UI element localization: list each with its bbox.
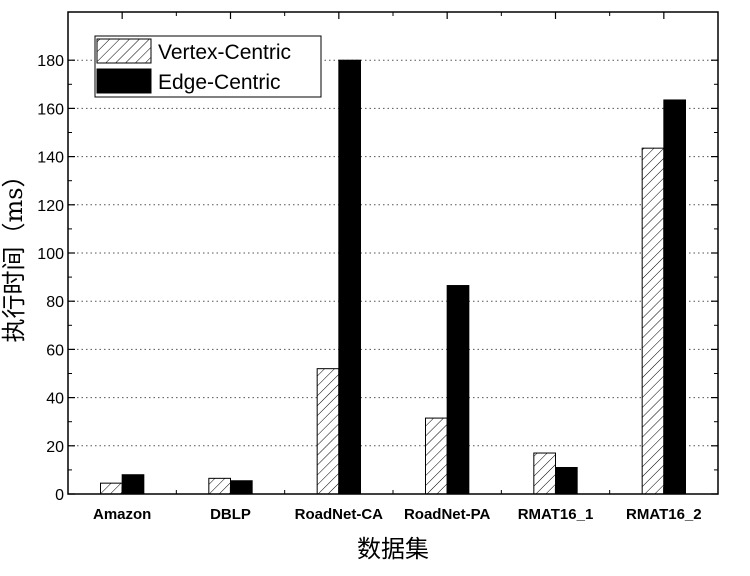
y-tick-label-100: 100	[37, 246, 64, 263]
x-tick-label-dblp: DBLP	[210, 506, 251, 523]
x-axis: Amazon DBLP RoadNet-CA RoadNet-PA RMAT16_1 RM…	[93, 12, 702, 523]
x-tick-label-roadnet-ca: RoadNet-CA	[295, 506, 383, 523]
legend-swatch-vertex-centric	[96, 38, 152, 64]
bar-vertex-centric-rmat16-1	[533, 452, 556, 495]
bar-vertex-centric-amazon	[100, 482, 123, 495]
legend-label-vertex-centric: Vertex-Centric	[158, 41, 291, 64]
y-tick-label-180: 180	[37, 53, 64, 70]
legend: Vertex-Centric Edge-Centric	[94, 35, 322, 98]
y-tick-label-0: 0	[55, 487, 64, 504]
bar-edge-centric-amazon	[121, 474, 145, 495]
bar-vertex-centric-rmat16-2	[641, 147, 665, 495]
bar-edge-centric-roadnet-ca	[338, 59, 362, 495]
legend-swatch-edge-centric	[96, 68, 152, 94]
y-tick-label-120: 120	[37, 198, 64, 215]
x-tick-label-amazon: Amazon	[93, 506, 151, 523]
bar-edge-centric-roadnet-pa	[446, 285, 470, 495]
bars	[100, 59, 686, 495]
y-tick-label-140: 140	[37, 150, 64, 167]
bar-edge-centric-dblp	[230, 480, 253, 495]
y-axis-title: 执行时间（ms）	[0, 163, 28, 342]
x-tick-label-roadnet-pa: RoadNet-PA	[404, 506, 491, 523]
y-tick-label-160: 160	[37, 101, 64, 118]
bar-vertex-centric-roadnet-pa	[425, 417, 448, 495]
x-tick-label-rmat16-2: RMAT16_2	[626, 506, 702, 523]
y-tick-label-40: 40	[46, 391, 64, 408]
y-tick-label-60: 60	[46, 342, 64, 359]
y-tick-label-20: 20	[46, 439, 64, 456]
y-axis: 0 20 40 60 80 100 120 140 160 180	[37, 53, 718, 504]
bar-edge-centric-rmat16-1	[555, 466, 578, 495]
x-axis-title: 数据集	[357, 535, 429, 563]
bar-vertex-centric-dblp	[208, 477, 231, 495]
bar-vertex-centric-roadnet-ca	[316, 368, 340, 495]
x-tick-label-rmat16-1: RMAT16_1	[518, 506, 594, 523]
legend-label-edge-centric: Edge-Centric	[158, 71, 281, 94]
bar-edge-centric-rmat16-2	[663, 99, 686, 495]
y-tick-label-80: 80	[46, 294, 64, 311]
